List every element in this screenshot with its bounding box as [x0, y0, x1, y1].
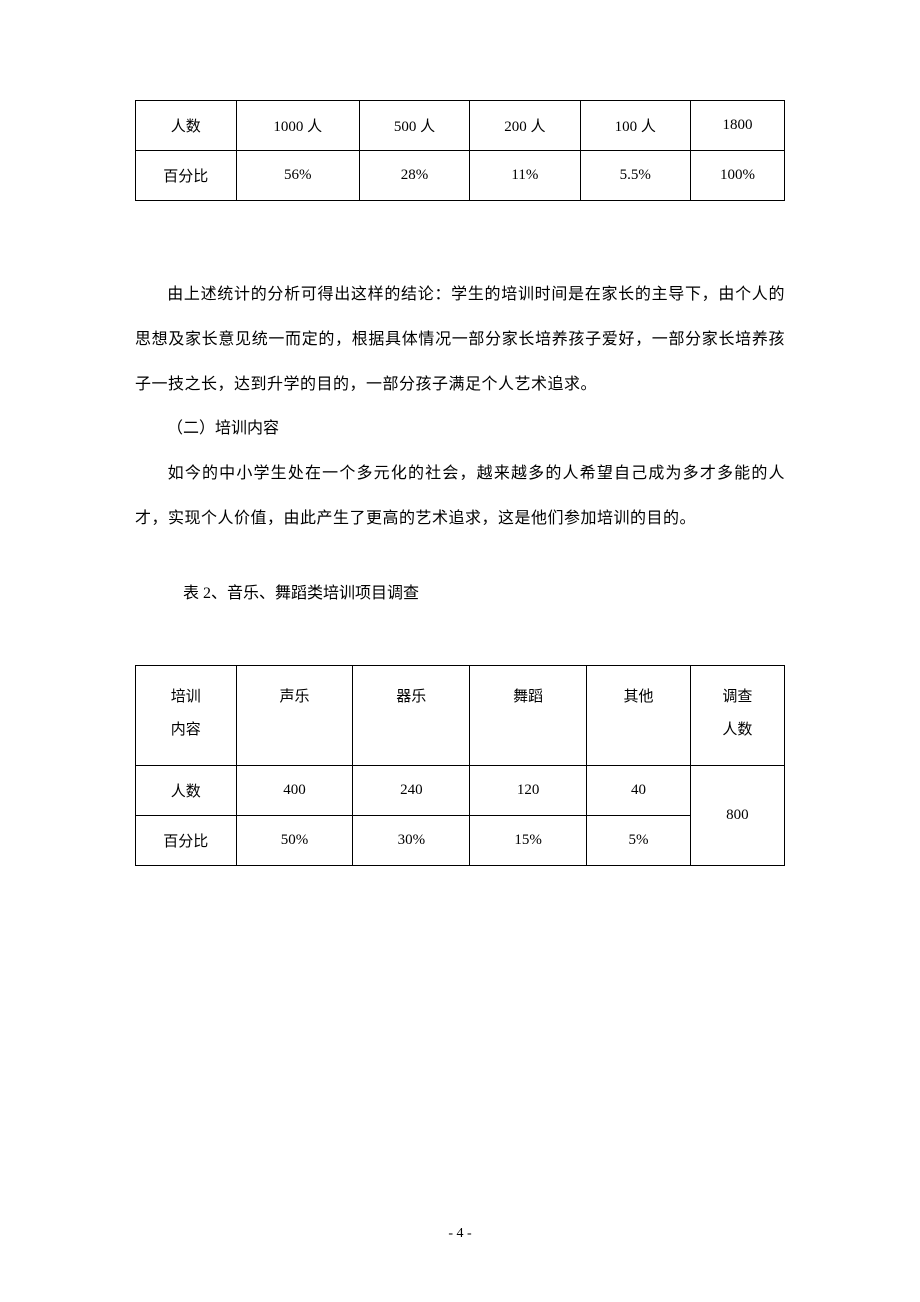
header-line-1: 调查 [722, 681, 752, 714]
table-2-caption: 表 2、音乐、舞蹈类培训项目调查 [135, 572, 785, 617]
page-number: - 4 - [0, 1226, 920, 1242]
paragraph-2: 如今的中小学生处在一个多元化的社会，越来越多的人希望自己成为多才多能的人才，实现… [135, 452, 785, 542]
table-header-cell: 其他 [587, 665, 691, 765]
table-header-cell: 培训 内容 [136, 665, 237, 765]
table-cell-label: 人数 [136, 765, 237, 815]
table-cell: 240 [353, 765, 470, 815]
table-header-cell: 舞蹈 [470, 665, 587, 765]
table-cell: 400 [236, 765, 353, 815]
section-heading: （二）培训内容 [135, 407, 785, 452]
table-cell: 28% [359, 151, 469, 201]
table-cell: 200 人 [470, 101, 580, 151]
table-cell: 100% [690, 151, 784, 201]
document-content: 人数 1000 人 500 人 200 人 100 人 1800 百分比 56%… [135, 100, 785, 866]
table-cell: 56% [236, 151, 359, 201]
caption-text: 表 2、音乐、舞蹈类培训项目调查 [183, 585, 419, 602]
table-cell: 15% [470, 815, 587, 865]
table-cell: 500 人 [359, 101, 469, 151]
table-header-cell: 器乐 [353, 665, 470, 765]
paragraph-text: 如今的中小学生处在一个多元化的社会，越来越多的人希望自己成为多才多能的人才，实现… [135, 465, 785, 527]
table-row: 人数 1000 人 500 人 200 人 100 人 1800 [136, 101, 785, 151]
table-cell: 40 [587, 765, 691, 815]
table-header-row: 培训 内容 声乐 器乐 舞蹈 其他 调查 人数 [136, 665, 785, 765]
table-header-cell: 声乐 [236, 665, 353, 765]
table-row: 百分比 50% 30% 15% 5% [136, 815, 785, 865]
table-cell: 11% [470, 151, 580, 201]
table-1: 人数 1000 人 500 人 200 人 100 人 1800 百分比 56%… [135, 100, 785, 201]
header-line-1: 培训 [171, 681, 201, 714]
table-row: 百分比 56% 28% 11% 5.5% 100% [136, 151, 785, 201]
table-row: 人数 400 240 120 40 800 [136, 765, 785, 815]
table-cell: 5% [587, 815, 691, 865]
table-header-cell: 调查 人数 [690, 665, 784, 765]
table-cell: 1000 人 [236, 101, 359, 151]
paragraph-text: 由上述统计的分析可得出这样的结论：学生的培训时间是在家长的主导下，由个人的思想及… [135, 286, 785, 393]
table-cell-label: 百分比 [136, 151, 237, 201]
table-cell: 1800 [690, 101, 784, 151]
table-cell-label: 百分比 [136, 815, 237, 865]
table-cell: 100 人 [580, 101, 690, 151]
table-2: 培训 内容 声乐 器乐 舞蹈 其他 调查 人数 人数 400 240 120 4… [135, 665, 785, 866]
table-cell: 800 [690, 765, 784, 865]
table-cell: 50% [236, 815, 353, 865]
paragraph-1: 由上述统计的分析可得出这样的结论：学生的培训时间是在家长的主导下，由个人的思想及… [135, 273, 785, 407]
table-cell: 120 [470, 765, 587, 815]
header-line-2: 内容 [171, 714, 201, 747]
table-cell: 30% [353, 815, 470, 865]
header-line-2: 人数 [722, 714, 752, 747]
table-cell: 5.5% [580, 151, 690, 201]
heading-text: （二）培训内容 [167, 420, 279, 437]
table-cell-label: 人数 [136, 101, 237, 151]
